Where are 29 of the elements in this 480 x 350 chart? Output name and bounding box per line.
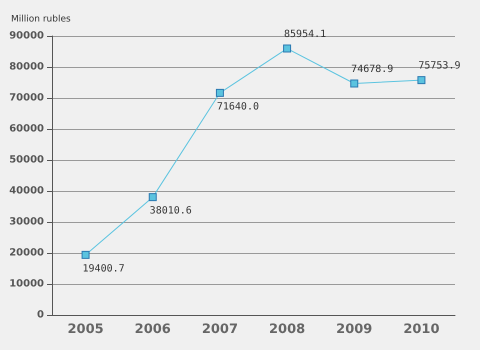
y-tick-label: 90000 bbox=[9, 30, 44, 42]
y-tick-label: 40000 bbox=[9, 186, 44, 196]
point bbox=[148, 193, 157, 202]
point bbox=[350, 79, 358, 88]
y-tick-label: 70000 bbox=[9, 92, 44, 104]
x-tick-label: 2010 bbox=[403, 322, 440, 337]
data-label: 85954.1 bbox=[284, 29, 326, 40]
x-tick-label: 2008 bbox=[268, 322, 306, 337]
data-label: 19400.7 bbox=[82, 263, 125, 274]
data-label: 74678.9 bbox=[351, 64, 394, 75]
y-tick-label: 80000 bbox=[9, 62, 44, 72]
x-tick-label: 2005 bbox=[67, 322, 104, 337]
y-tick-label: 60000 bbox=[9, 124, 44, 134]
y-tick-label: 20000 bbox=[9, 248, 44, 258]
y-tick-label: 10000 bbox=[9, 278, 44, 290]
data-label: 71640.0 bbox=[216, 101, 259, 112]
y-tick-label: 30000 bbox=[9, 216, 44, 228]
point bbox=[216, 88, 224, 97]
y-axis-title: Million rubles bbox=[11, 14, 71, 24]
point bbox=[283, 44, 292, 53]
x-tick-label: 2007 bbox=[202, 322, 238, 337]
y-tick-label: 0 bbox=[37, 310, 44, 320]
point bbox=[82, 250, 90, 259]
x-tick-label: 2009 bbox=[336, 322, 372, 337]
x-tick-label: 2006 bbox=[134, 322, 171, 337]
point bbox=[417, 76, 426, 84]
y-tick-label: 50000 bbox=[9, 154, 44, 166]
data-label: 75753.9 bbox=[418, 60, 460, 72]
data-label: 38010.6 bbox=[150, 206, 192, 217]
